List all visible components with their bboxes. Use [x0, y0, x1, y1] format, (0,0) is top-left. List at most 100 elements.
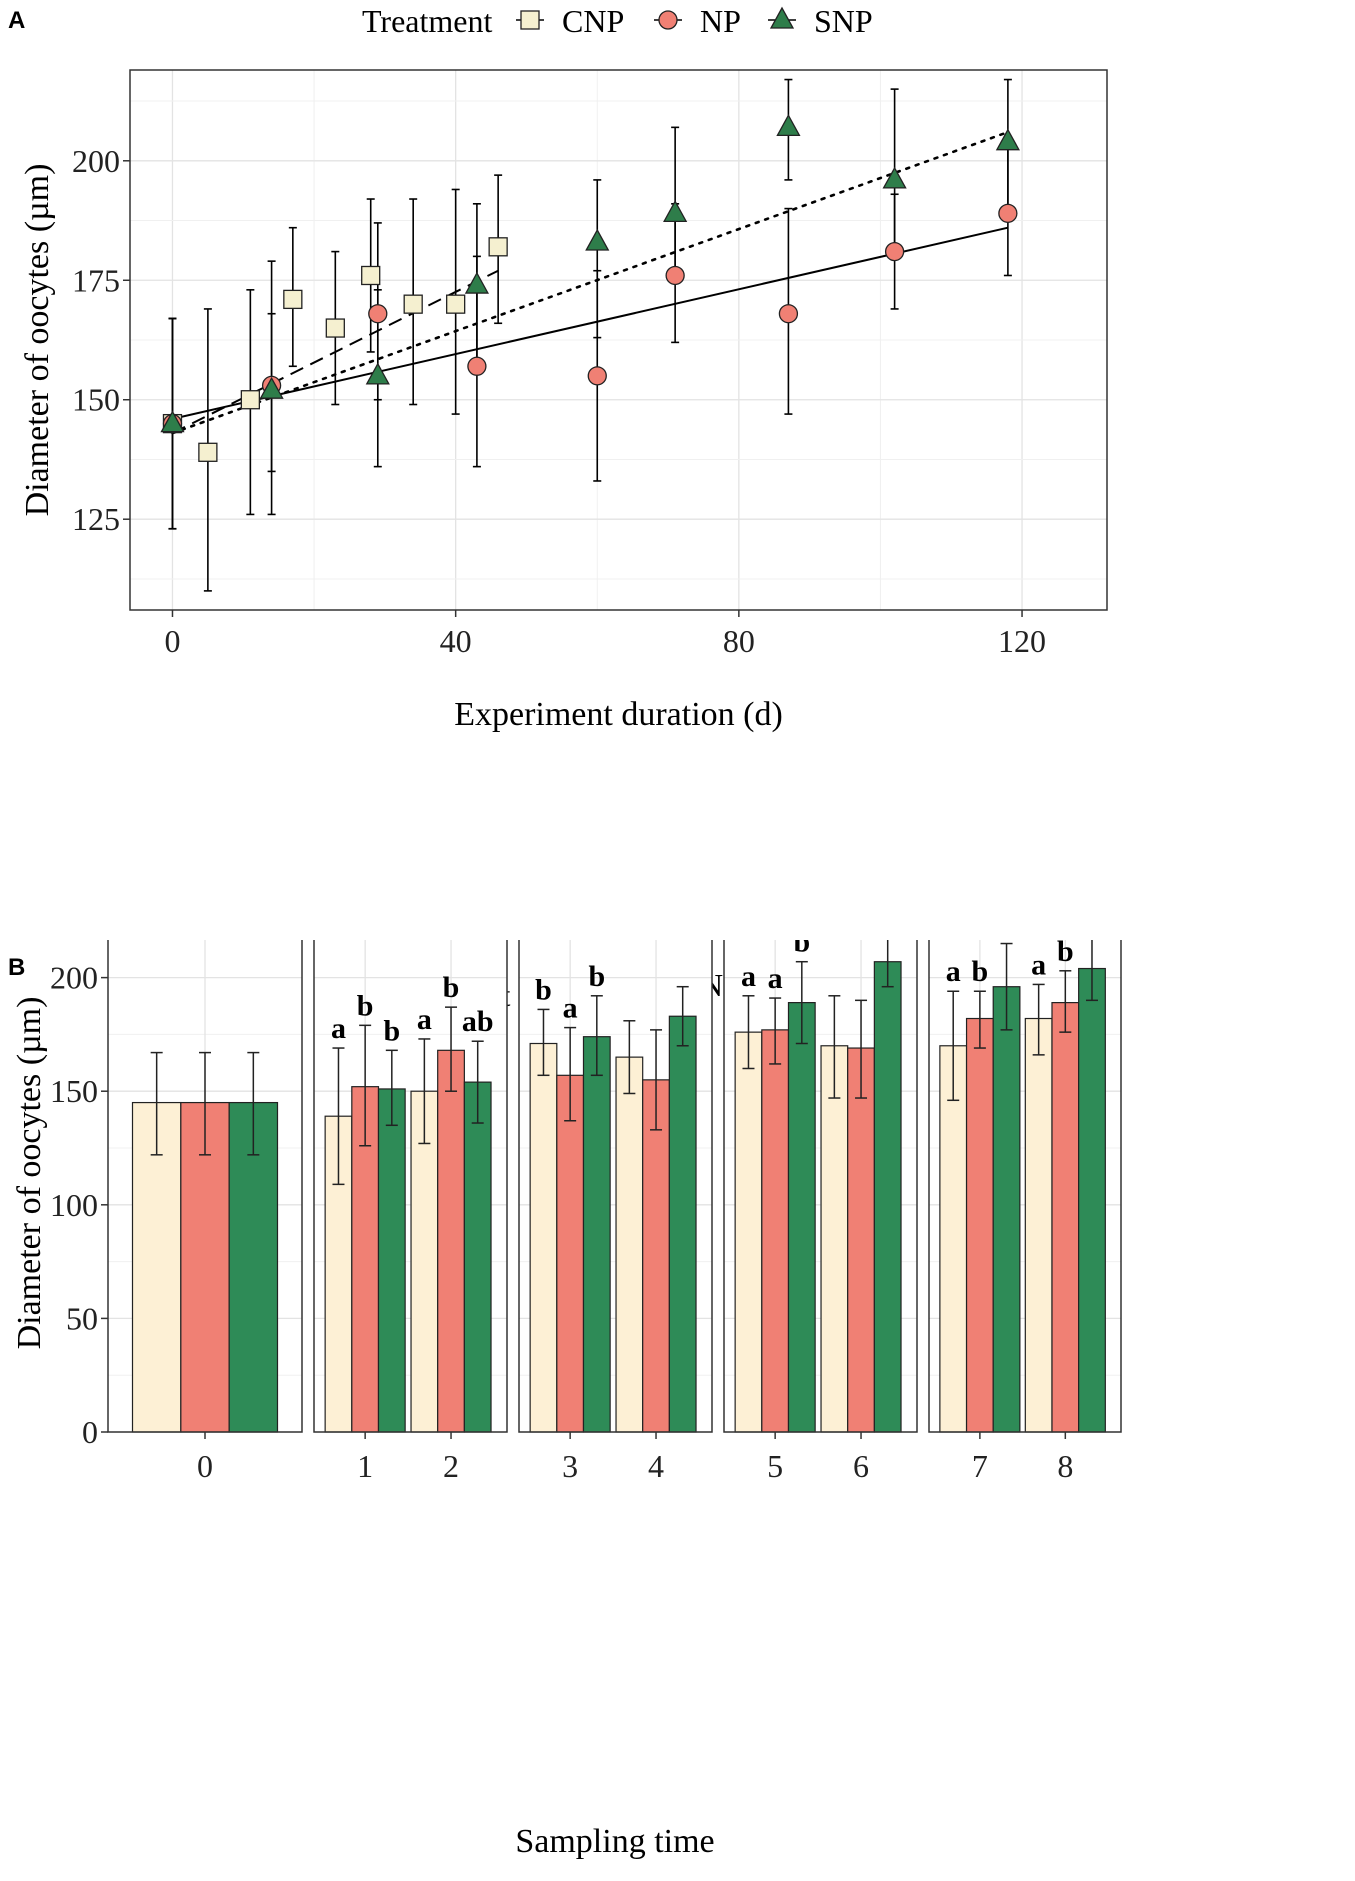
bar-cnp [939, 1045, 968, 1433]
point-cnp [403, 294, 423, 314]
significance-letter: a [768, 962, 783, 995]
facet-frame [313, 940, 508, 1433]
facet-feb: Feb.abb7abb8 [928, 940, 1122, 1484]
bar-snp [1078, 967, 1106, 1433]
y-tick-label: 0 [82, 1414, 98, 1450]
panel-a-y-axis-label: Diameter of oocytes (µm) [19, 164, 56, 517]
x-tick-label: 3 [562, 1448, 578, 1484]
bar-np [847, 1047, 875, 1433]
point-snp [663, 200, 688, 223]
x-tick-label: 7 [972, 1448, 988, 1484]
significance-letter: b [357, 989, 374, 1022]
bar-snp [463, 1081, 492, 1433]
significance-letter: a [946, 955, 961, 988]
significance-letter: b [588, 960, 605, 993]
point-np [884, 241, 905, 262]
legend-label-np: NP [700, 3, 741, 39]
significance-letter: b [972, 955, 989, 988]
y-tick-label: 50 [66, 1300, 98, 1336]
y-tick-label: 175 [72, 262, 120, 298]
significance-letter: b [1057, 940, 1074, 968]
point-cnp [198, 442, 218, 462]
panel-a-frame [129, 69, 1108, 611]
point-np [778, 304, 799, 324]
y-tick-label: 200 [50, 960, 98, 996]
significance-letter: b [793, 940, 810, 959]
bar-cnp [529, 1042, 558, 1433]
point-cnp [361, 265, 381, 286]
panel-a-axes: 0 40 80 120 125 150 175 200 [72, 143, 1046, 659]
y-tick-label: 150 [72, 382, 120, 418]
bar-np [642, 1079, 670, 1433]
x-tick-label: 0 [164, 623, 180, 659]
facet-oct: Oct.0 [107, 940, 303, 1484]
bar-np [1051, 1002, 1080, 1433]
fit-line-np [172, 226, 1009, 420]
significance-letter: b [998, 940, 1015, 941]
point-cnp [283, 289, 303, 310]
x-tick-label: 80 [723, 623, 755, 659]
y-tick-label: 150 [50, 1073, 98, 1109]
point-snp [160, 410, 185, 433]
panel-a-scatter-chart: A Treatment CNP NP SNP 0 40 80 120 125 150 175 200… [8, 3, 1108, 733]
legend-label-snp: SNP [814, 3, 873, 39]
bar-snp [992, 986, 1021, 1433]
point-np [665, 265, 685, 286]
legend-marker-np [658, 10, 678, 30]
x-tick-label: 4 [648, 1448, 664, 1484]
x-tick-label: 0 [197, 1448, 213, 1484]
legend-label-cnp: CNP [562, 3, 624, 39]
x-tick-label: 2 [443, 1448, 459, 1484]
panel-b-facets: Oct.0Nov.abb1abab2Dec.bab34Jan.aab56Feb.… [107, 940, 1122, 1484]
panel-a-legend: Treatment CNP NP SNP [362, 3, 873, 39]
fit-line-snp [171, 130, 1010, 435]
panel-b-letter: B [8, 954, 25, 981]
bar-np [437, 1049, 465, 1433]
point-snp [776, 113, 801, 136]
point-np [998, 203, 1018, 224]
x-tick-label: 5 [767, 1448, 783, 1484]
significance-letter: b [383, 1014, 400, 1047]
x-tick-label: 40 [440, 623, 472, 659]
significance-letter: ab [462, 1005, 494, 1038]
bar-np [180, 1101, 230, 1433]
significance-letter: a [1031, 948, 1046, 981]
bar-cnp [1024, 1017, 1053, 1433]
x-tick-label: 6 [853, 1448, 869, 1484]
x-tick-label: 1 [357, 1448, 373, 1484]
point-snp [365, 362, 390, 385]
bar-snp [873, 961, 902, 1433]
point-cnp [325, 318, 345, 338]
legend-marker-snp [769, 6, 795, 29]
panel-a-points [160, 113, 1020, 462]
significance-letter: b [443, 971, 460, 1004]
significance-letter: a [417, 1003, 432, 1036]
legend-marker-cnp [520, 10, 540, 30]
significance-letter: a [563, 992, 578, 1025]
facet-frame [723, 940, 918, 1433]
panel-a-x-axis-label: Experiment duration (d) [454, 696, 783, 733]
significance-letter: a [331, 1012, 346, 1045]
point-np [467, 356, 487, 376]
legend-title: Treatment [362, 3, 492, 39]
point-snp [464, 271, 490, 294]
x-tick-label: 120 [998, 623, 1046, 659]
point-cnp [446, 294, 466, 314]
panel-b-x-axis-label: Sampling time [515, 1823, 714, 1860]
panel-b-y-axis: 0 50 100 150 200 [50, 960, 108, 1450]
point-cnp [240, 390, 261, 410]
bar-snp [377, 1088, 406, 1433]
facet-frame [518, 940, 713, 1433]
y-tick-label: 200 [72, 143, 120, 179]
point-snp [259, 376, 284, 399]
bar-np [965, 1017, 994, 1433]
bar-cnp [615, 1056, 644, 1433]
point-snp [585, 228, 610, 251]
bar-np [556, 1074, 585, 1433]
bar-cnp [820, 1045, 849, 1433]
panel-a-gridlines [130, 70, 1107, 610]
